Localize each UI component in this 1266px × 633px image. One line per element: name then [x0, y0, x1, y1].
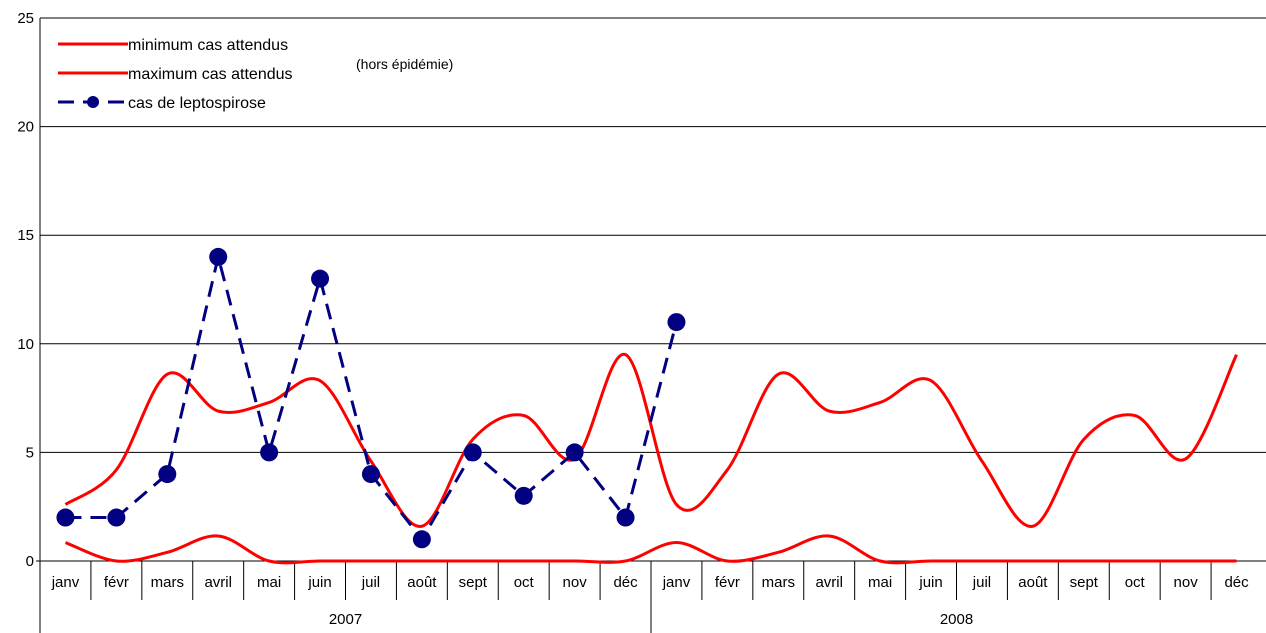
y-tick-label: 20 [17, 119, 34, 136]
x-tick-label: déc [1224, 574, 1249, 591]
data-point [107, 508, 126, 527]
data-point [616, 508, 635, 527]
y-tick-label: 15 [17, 227, 34, 244]
x-tick-label: mai [257, 574, 281, 591]
data-point [56, 508, 75, 527]
year-label: 2008 [940, 611, 973, 628]
x-tick-label: janv [662, 574, 691, 591]
y-tick-label: 0 [26, 553, 34, 570]
legend-label: minimum cas attendus [128, 37, 288, 54]
axes: 0 5 10 15 20 25 janv févr mars avril mai juin juil ao… [17, 10, 1266, 633]
x-tick-label: avril [204, 574, 232, 591]
series-layer [56, 247, 1238, 565]
x-tick-label: mars [151, 574, 184, 591]
data-point [311, 269, 330, 288]
x-tick-label: sept [459, 574, 488, 591]
annotation: (hors épidémie) [356, 56, 453, 72]
y-tick-label: 10 [17, 336, 34, 353]
x-tick-label: déc [613, 574, 638, 591]
series-line-cas-de-leptospirose [65, 256, 678, 542]
legend: minimum cas attendus maximum cas attendus… [58, 37, 453, 112]
series-line-minimum-cas-attendus [64, 534, 1237, 565]
x-tick-label: oct [1125, 574, 1146, 591]
x-tick-label: nov [1174, 574, 1199, 591]
series-line-maximum-cas-attendus [64, 353, 1238, 528]
data-point [565, 443, 584, 462]
gridlines [40, 17, 1266, 453]
x-tick-label: oct [514, 574, 535, 591]
legend-label: maximum cas attendus [128, 66, 293, 83]
data-point [209, 247, 228, 266]
x-tick-label: févr [104, 574, 129, 591]
data-point [260, 443, 279, 462]
data-point [463, 443, 482, 462]
legend-marker [87, 96, 99, 108]
data-point [412, 530, 431, 549]
legend-label: cas de leptospirose [128, 95, 266, 112]
data-point [158, 465, 177, 484]
y-tick-label: 25 [17, 10, 34, 27]
x-tick-label: juin [307, 574, 331, 591]
x-tick-label: août [407, 574, 437, 591]
data-point [361, 465, 380, 484]
x-tick-label: févr [715, 574, 740, 591]
x-tick-label: avril [815, 574, 843, 591]
data-point [514, 486, 533, 505]
x-tick-label: mai [868, 574, 892, 591]
data-point [667, 313, 686, 332]
x-tick-label: juil [361, 574, 380, 591]
x-tick-label: mars [762, 574, 795, 591]
y-tick-label: 5 [26, 444, 34, 461]
x-tick-label: juin [918, 574, 942, 591]
year-label: 2007 [329, 611, 362, 628]
x-tick-label: juil [972, 574, 991, 591]
x-tick-label: nov [563, 574, 588, 591]
x-tick-label: août [1018, 574, 1048, 591]
x-tick-label: sept [1070, 574, 1099, 591]
x-tick-label: janv [51, 574, 80, 591]
